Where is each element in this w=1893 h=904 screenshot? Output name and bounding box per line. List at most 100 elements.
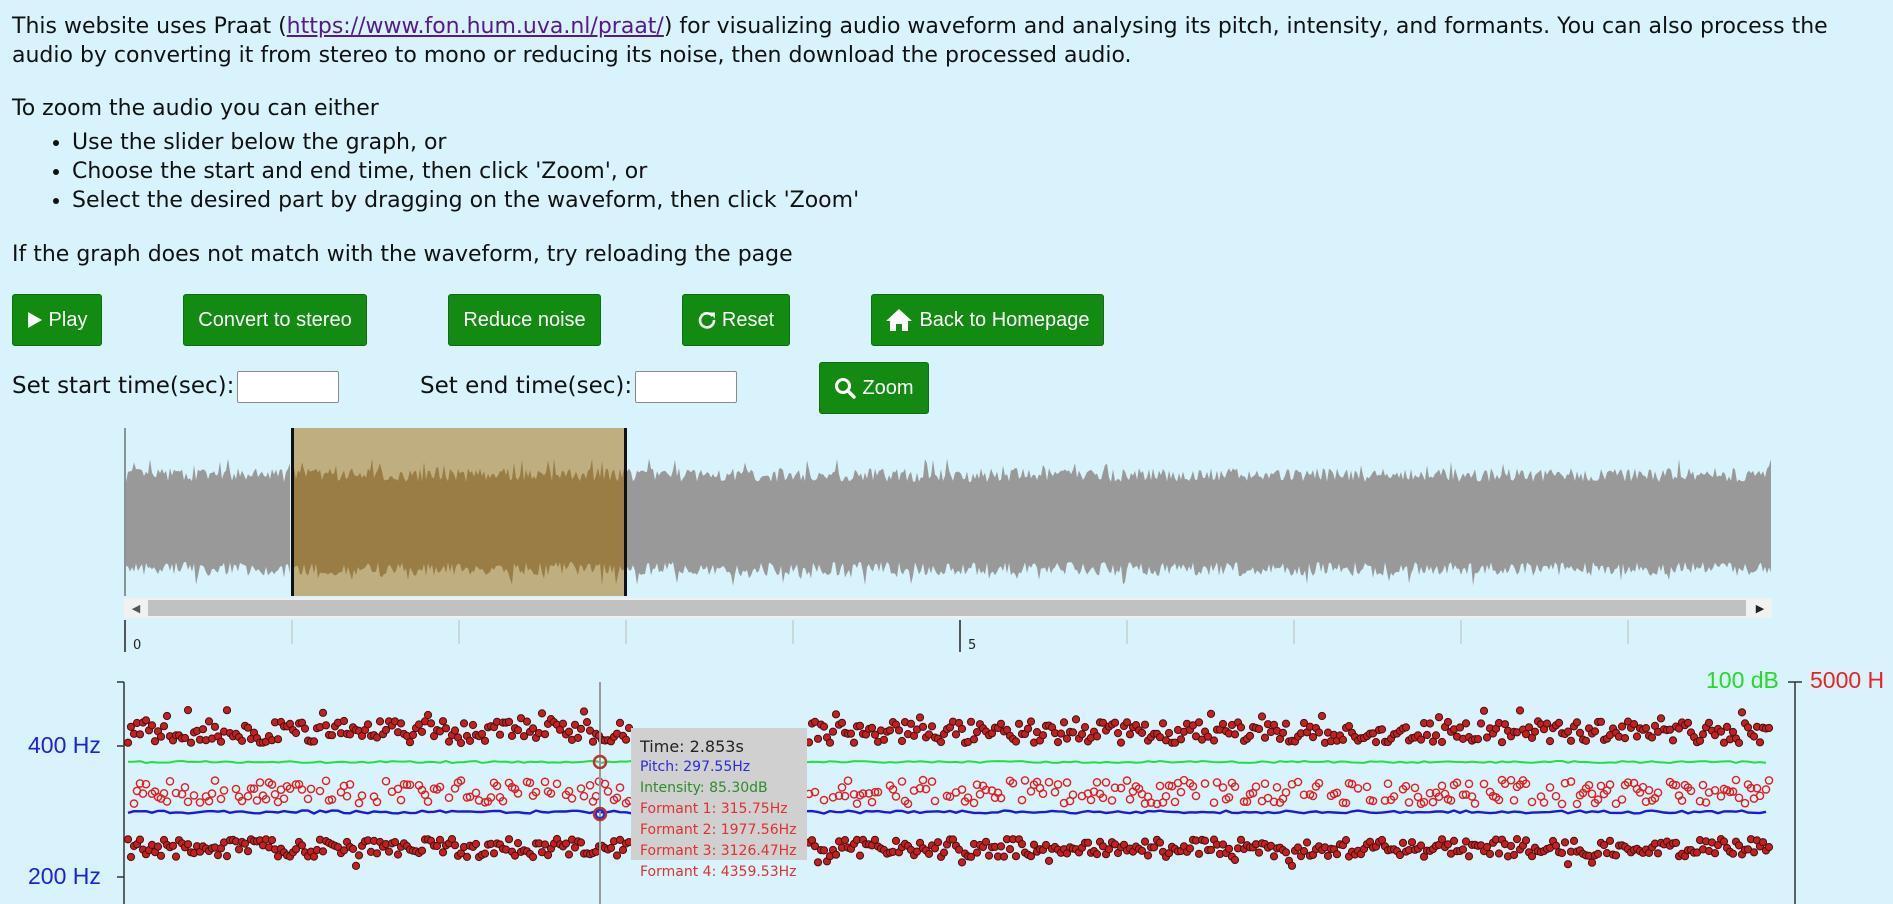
zoom-slider[interactable]: ◀ ▶ — [124, 598, 1772, 618]
scroll-left-arrow-icon[interactable]: ◀ — [131, 601, 141, 615]
formant-point — [870, 835, 880, 844]
formant-point — [1764, 843, 1774, 852]
formant-point — [1563, 727, 1573, 736]
formant-point — [1299, 790, 1309, 800]
formant-point — [1506, 841, 1516, 851]
formant-point — [204, 796, 214, 806]
formant-point — [1230, 782, 1240, 791]
formant-point — [1380, 796, 1390, 805]
waveform-segment — [294, 458, 624, 586]
formant-point — [1497, 738, 1507, 747]
formant-point — [531, 787, 541, 797]
zoom-slider-thumb[interactable] — [148, 600, 1746, 616]
formant-point — [1611, 851, 1621, 860]
formant-point — [1077, 730, 1087, 739]
formant-point — [537, 709, 547, 718]
formant-point — [180, 783, 190, 792]
formant-point — [195, 798, 205, 807]
timeline: 0 5 — [124, 620, 1772, 654]
formant-point — [855, 721, 865, 731]
formant-point — [1137, 846, 1147, 855]
formant-point — [891, 792, 901, 801]
formant-point — [1542, 719, 1552, 728]
formant-point — [339, 846, 349, 855]
formant-point — [405, 738, 415, 747]
formant-point — [513, 839, 523, 848]
reset-button[interactable]: Reset — [682, 294, 790, 346]
formant-point — [558, 719, 568, 728]
formant-point — [153, 842, 163, 851]
convert-button[interactable]: Convert to stereo — [183, 294, 367, 346]
formant-point — [183, 840, 193, 849]
formant-point — [492, 781, 502, 791]
formant-point — [372, 797, 382, 807]
formant-point — [1623, 778, 1633, 787]
formant-point — [1419, 797, 1429, 807]
formant-point — [963, 793, 973, 802]
formant-point — [1761, 785, 1771, 794]
formant-point — [516, 714, 526, 723]
formant-point — [309, 852, 319, 861]
formant-point — [966, 852, 976, 861]
tooltip-formant-2: Formant 2: 1977.56Hz — [640, 822, 797, 838]
formant-point — [171, 852, 181, 861]
formant-point — [1353, 784, 1363, 793]
start-time-input[interactable] — [237, 371, 339, 403]
formant-point — [327, 795, 337, 804]
formant-point — [1563, 860, 1573, 869]
scroll-right-arrow-icon[interactable]: ▶ — [1755, 601, 1765, 615]
convert-button-label: Convert to stereo — [198, 308, 352, 331]
formant-point — [1587, 858, 1597, 867]
formant-point — [600, 779, 610, 789]
formant-point — [318, 708, 328, 717]
formant-point — [1566, 777, 1576, 786]
analysis-chart[interactable]: 400 Hz 200 Hz 100 dB 5000 H — [0, 660, 1893, 904]
waveform[interactable] — [124, 428, 1772, 596]
formant-point — [1527, 797, 1537, 807]
formant-point — [1425, 719, 1435, 728]
reduce-noise-button[interactable]: Reduce noise — [448, 294, 601, 346]
selection-end-handle[interactable] — [624, 428, 627, 596]
timeline-ticks — [124, 620, 1629, 652]
formant-point — [507, 731, 517, 741]
formant-point — [291, 780, 301, 789]
formant-point — [1206, 845, 1216, 854]
formant-point — [504, 835, 514, 844]
formant-point — [372, 849, 382, 858]
formant-point — [1293, 777, 1303, 787]
formant-point — [1185, 844, 1195, 853]
formant-point — [621, 735, 631, 744]
formant-point — [393, 784, 403, 794]
formant-point — [606, 843, 616, 853]
formant-point — [1344, 722, 1354, 731]
zoom-button[interactable]: Zoom — [819, 362, 929, 414]
formant-point — [1566, 736, 1576, 745]
formant-point — [243, 847, 253, 856]
formant-point — [159, 722, 169, 731]
formant-point — [957, 858, 967, 867]
formant-point — [381, 776, 391, 786]
analysis-chart-canvas[interactable] — [0, 660, 1893, 904]
formant-point — [1611, 799, 1621, 808]
formant-point — [183, 797, 193, 807]
formant-point — [1026, 717, 1036, 726]
formant-point — [1299, 718, 1309, 728]
formant-point — [1755, 791, 1765, 801]
start-time-label: Set start time(sec): — [12, 373, 235, 399]
waveform-canvas[interactable] — [124, 428, 1772, 596]
formant-point — [921, 784, 931, 794]
selection-start-handle[interactable] — [291, 428, 294, 596]
play-button[interactable]: Play — [12, 294, 102, 346]
formant-point — [1749, 732, 1759, 741]
formant-point — [1590, 727, 1600, 736]
praat-link[interactable]: https://www.fon.hum.uva.nl/praat/ — [286, 14, 664, 39]
formant-point — [1521, 730, 1531, 739]
end-time-input[interactable] — [635, 371, 737, 403]
formant-point — [243, 723, 253, 732]
formant-point — [1053, 780, 1063, 789]
formant-point — [1617, 722, 1627, 731]
homepage-button[interactable]: Back to Homepage — [871, 294, 1104, 346]
formant-point — [1125, 730, 1135, 739]
formant-point — [1407, 838, 1417, 847]
formant-point — [1584, 780, 1594, 790]
